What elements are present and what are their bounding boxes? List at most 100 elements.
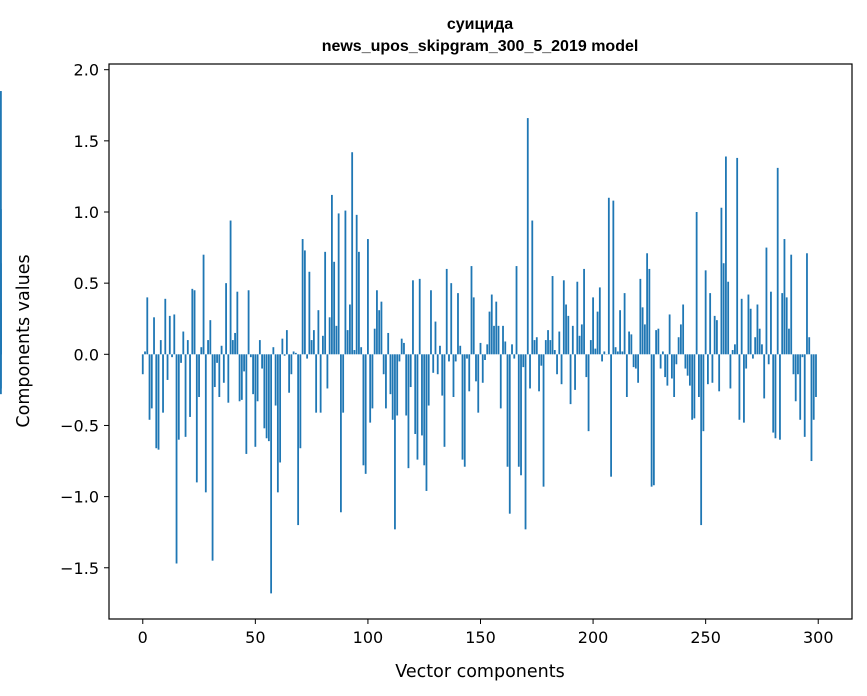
bar <box>641 307 644 355</box>
bar <box>547 330 549 355</box>
bar <box>290 354 293 375</box>
bar <box>312 330 315 355</box>
bar <box>376 290 378 355</box>
bar <box>659 354 662 369</box>
bar <box>603 351 606 355</box>
bar <box>747 294 750 355</box>
bar <box>614 347 617 355</box>
bar <box>331 194 333 355</box>
bar <box>612 200 615 355</box>
bar <box>707 354 709 385</box>
bar <box>236 291 239 355</box>
bar <box>360 347 363 355</box>
bar <box>486 344 489 355</box>
y-axis-ticks: −1.5 −1.0 −0.5 0.0 0.5 1.0 1.5 2.0 <box>60 61 109 578</box>
bar <box>400 338 403 355</box>
bar <box>466 354 468 359</box>
bar <box>542 354 545 487</box>
bar <box>385 354 387 409</box>
y-tick-label: 0.5 <box>74 274 99 293</box>
bar <box>297 354 300 526</box>
bar <box>522 354 525 368</box>
bar <box>792 354 795 375</box>
bar <box>387 332 390 355</box>
bar <box>504 341 507 355</box>
bar <box>371 354 374 409</box>
bar <box>218 354 221 397</box>
bar <box>434 321 437 355</box>
bar <box>267 354 270 442</box>
bar <box>691 354 694 420</box>
bar <box>243 354 245 372</box>
bar <box>675 354 678 365</box>
bar <box>479 342 482 355</box>
bar <box>587 354 590 432</box>
bar <box>558 331 561 355</box>
bar <box>333 261 336 355</box>
bar <box>459 345 462 355</box>
bar <box>186 340 189 355</box>
bar <box>698 354 700 397</box>
bar <box>783 239 786 355</box>
bar <box>806 253 808 355</box>
bar <box>643 324 646 355</box>
bar <box>781 293 784 355</box>
bar <box>565 304 567 355</box>
bar <box>704 270 707 355</box>
bar <box>315 354 318 413</box>
bar <box>470 266 473 355</box>
bar <box>249 354 252 358</box>
bar <box>317 310 320 355</box>
bar <box>531 220 534 355</box>
bar <box>303 250 306 355</box>
bar <box>405 354 408 416</box>
x-tick-label: 250 <box>690 628 721 647</box>
bar <box>141 354 144 375</box>
bar <box>756 304 759 355</box>
bar <box>279 354 282 463</box>
bar <box>740 298 743 355</box>
bar <box>227 354 230 403</box>
bar <box>684 354 687 369</box>
bar <box>625 354 628 397</box>
bar <box>245 354 248 454</box>
bar <box>321 335 324 355</box>
bar <box>263 354 266 429</box>
bar <box>589 340 592 355</box>
bar <box>538 354 540 392</box>
bar <box>761 344 763 355</box>
bar <box>567 315 570 355</box>
bar <box>468 354 471 392</box>
bar <box>560 354 563 385</box>
bar <box>335 325 338 355</box>
bar <box>515 266 518 355</box>
bar <box>526 118 529 355</box>
bar <box>517 354 520 467</box>
bar <box>549 340 552 355</box>
bar <box>394 354 396 530</box>
bar <box>551 276 554 355</box>
x-tick-label: 300 <box>803 628 834 647</box>
bar <box>443 354 446 447</box>
bar <box>794 354 797 402</box>
bar <box>803 354 806 437</box>
bar <box>797 354 799 375</box>
x-tick-label: 200 <box>578 628 609 647</box>
bar <box>207 340 209 355</box>
bar <box>718 354 721 392</box>
bar <box>666 354 669 386</box>
bar <box>310 340 313 355</box>
bar <box>650 354 653 487</box>
bar <box>646 253 649 355</box>
y-tick-label: −1.5 <box>60 559 99 578</box>
bar <box>711 354 714 383</box>
bar <box>213 354 216 388</box>
bar <box>225 283 227 355</box>
bar <box>436 354 439 375</box>
bar <box>265 354 268 439</box>
bar <box>209 320 212 355</box>
bar <box>177 354 180 440</box>
bar <box>623 293 626 355</box>
